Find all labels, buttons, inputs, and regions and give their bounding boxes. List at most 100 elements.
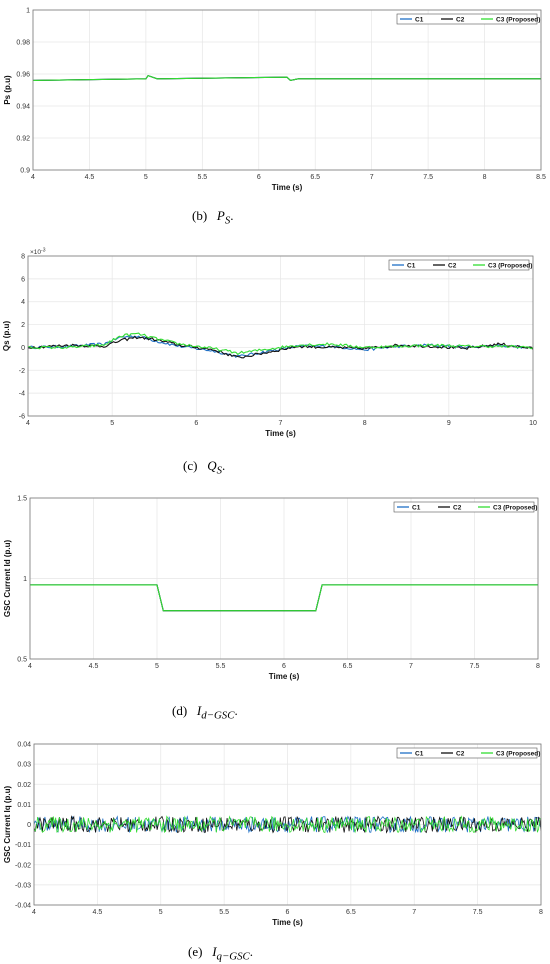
x-axis-label: Time (s) <box>269 672 300 681</box>
series-line-3 <box>28 332 533 356</box>
x-tick-label: 6 <box>194 420 198 427</box>
y-axis-label: GSC Current Iq (p.u) <box>3 786 12 864</box>
plot-frame <box>27 255 534 417</box>
y-tick-label: 1 <box>23 576 27 583</box>
y-tick-label: 1 <box>26 8 30 15</box>
y-exponent-label: ×10-3 <box>30 248 46 257</box>
caption-b-symbol: P <box>216 208 225 223</box>
x-tick-label: 5.5 <box>219 909 229 916</box>
plot-frame <box>32 9 542 171</box>
x-tick-label: 4.5 <box>89 663 99 670</box>
caption-d-symbol: I <box>196 703 202 718</box>
y-tick-label: -0.03 <box>15 882 31 889</box>
x-tick-label: 7 <box>279 420 283 427</box>
x-axis-label: Time (s) <box>272 918 303 927</box>
x-axis-label: Time (s) <box>265 429 296 438</box>
x-tick-label: 5 <box>144 174 148 181</box>
legend-entry-2: C2 <box>456 17 465 24</box>
x-tick-label: 8 <box>483 174 487 181</box>
x-tick-label: 8 <box>363 420 367 427</box>
y-tick-label: -2 <box>19 368 25 375</box>
x-tick-label: 8 <box>539 909 543 916</box>
caption-e-symbol: I <box>212 944 217 959</box>
series-line-3 <box>34 815 541 834</box>
x-tick-label: 4.5 <box>85 174 95 181</box>
legend-box <box>388 259 530 271</box>
x-tick-label: 6.5 <box>343 663 353 670</box>
x-axis-label: Time (s) <box>272 183 303 192</box>
x-tick-label: 7 <box>412 909 416 916</box>
x-tick-label: 4 <box>31 174 35 181</box>
x-tick-label: 6 <box>286 909 290 916</box>
legend-box <box>396 747 538 759</box>
plot-frame <box>29 497 539 660</box>
x-tick-label: 7 <box>409 663 413 670</box>
legend-entry-2: C2 <box>456 751 465 758</box>
x-tick-label: 5.5 <box>216 663 226 670</box>
legend-entry-3: C3 (Proposed) <box>493 505 537 512</box>
x-tick-label: 4 <box>28 663 32 670</box>
legend: C1 C2 C3 (Proposed) <box>396 747 540 759</box>
caption-e-label: (e) <box>188 944 203 959</box>
y-tick-label: -0.01 <box>15 842 31 849</box>
plot-area <box>33 10 541 170</box>
legend-entry-1: C1 <box>415 751 424 758</box>
x-tick-label: 7.5 <box>470 663 480 670</box>
x-tick-label: 6 <box>257 174 261 181</box>
y-tick-label: 0.96 <box>16 72 30 79</box>
x-tick-label: 5 <box>155 663 159 670</box>
y-tick-label: 0.04 <box>17 742 31 749</box>
x-tick-label: 10 <box>529 420 537 427</box>
y-tick-label: 0.5 <box>17 657 27 664</box>
y-tick-label: 0.02 <box>17 782 31 789</box>
y-tick-label: -0.02 <box>15 862 31 869</box>
legend-entry-2: C2 <box>448 263 457 270</box>
y-axis-label: Ps (p.u) <box>3 75 12 105</box>
y-tick-label: 8 <box>21 254 25 261</box>
y-tick-label: 0 <box>21 345 25 352</box>
legend-box <box>393 501 535 513</box>
x-tick-label: 7 <box>370 174 374 181</box>
x-tick-label: 4.5 <box>93 909 103 916</box>
y-tick-label: 0.92 <box>16 136 30 143</box>
x-tick-label: 6.5 <box>346 909 356 916</box>
caption-d: (d) Id−GSC. <box>172 703 238 722</box>
y-tick-label: 0.03 <box>17 762 31 769</box>
chart-1: 4 4.5 5 5.5 6 6.5 7 7.5 8 8.5 0.9 0.92 0.94 0.96 0.98 1… <box>3 8 546 193</box>
y-tick-label: 1.5 <box>17 496 27 503</box>
y-axis-label: GSC Current Id (p.u) <box>3 540 12 618</box>
legend-box <box>396 13 538 25</box>
x-tick-label: 7.5 <box>423 174 433 181</box>
series-line-3 <box>30 584 538 612</box>
legend-entry-3: C3 (Proposed) <box>496 751 540 758</box>
legend: C1 C2 C3 (Proposed) <box>393 501 537 513</box>
caption-e: (e) Iq−GSC. <box>188 944 253 963</box>
x-tick-label: 5 <box>110 420 114 427</box>
x-tick-label: 7.5 <box>473 909 483 916</box>
x-tick-label: 8 <box>536 663 540 670</box>
y-tick-label: 0.01 <box>17 802 31 809</box>
legend-entry-1: C1 <box>412 505 421 512</box>
x-tick-label: 4 <box>32 909 36 916</box>
y-tick-label: 2 <box>21 322 25 329</box>
caption-e-sub: q−GSC <box>216 950 250 963</box>
legend: C1 C2 C3 (Proposed) <box>388 259 532 271</box>
y-tick-label: -6 <box>19 414 25 421</box>
caption-d-label: (d) <box>172 703 188 718</box>
caption-d-sub: d−GSC <box>201 709 235 722</box>
chart-4: 4 4.5 5 5.5 6 6.5 7 7.5 8 -0.04 -0.03 -0.02 -0.01 0 0.… <box>3 742 543 928</box>
series-line-3 <box>33 74 541 81</box>
x-tick-label: 6 <box>282 663 286 670</box>
y-tick-label: 0 <box>27 822 31 829</box>
x-tick-label: 5.5 <box>197 174 207 181</box>
y-tick-label: -0.04 <box>15 903 31 910</box>
legend: C1 C2 C3 (Proposed) <box>396 13 540 25</box>
y-tick-label: 4 <box>21 299 25 306</box>
caption-c-symbol: Q <box>207 458 217 473</box>
y-tick-label: 0.9 <box>20 168 30 175</box>
x-tick-label: 9 <box>447 420 451 427</box>
x-tick-label: 6.5 <box>310 174 320 181</box>
legend-entry-1: C1 <box>415 17 424 24</box>
y-tick-label: -4 <box>19 391 25 398</box>
